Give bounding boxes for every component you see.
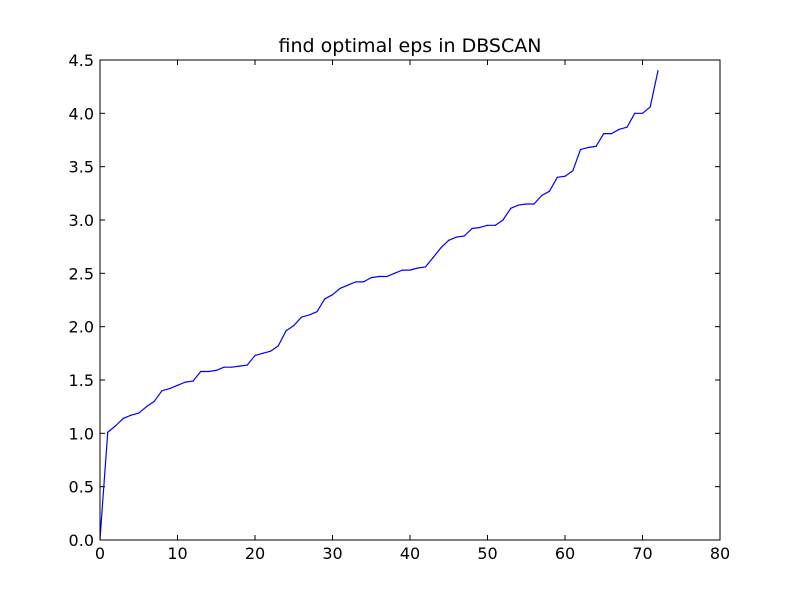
data-point xyxy=(517,204,520,206)
chart-title: find optimal eps in DBSCAN xyxy=(279,35,542,57)
data-point xyxy=(161,390,163,392)
x-tick-label: 0 xyxy=(95,544,105,563)
data-point xyxy=(130,414,132,416)
data-point xyxy=(238,365,241,367)
data-point xyxy=(595,145,597,147)
data-point xyxy=(153,400,155,402)
data-point xyxy=(293,325,295,327)
data-point xyxy=(262,352,264,354)
data-point xyxy=(285,330,287,332)
data-point xyxy=(308,314,310,316)
data-point xyxy=(331,294,334,296)
data-point xyxy=(339,287,341,289)
data-point xyxy=(634,112,636,114)
x-tick-label: 80 xyxy=(710,544,730,563)
y-tick-label: 1.5 xyxy=(69,371,94,390)
y-tick-label: 2.5 xyxy=(69,264,94,283)
x-tick-label: 20 xyxy=(245,544,265,563)
data-point xyxy=(223,366,225,368)
data-point xyxy=(494,224,496,226)
data-point xyxy=(610,133,613,135)
data-point xyxy=(463,235,465,237)
data-point xyxy=(626,126,628,128)
data-point xyxy=(192,380,194,382)
data-point xyxy=(324,298,326,300)
data-point xyxy=(657,70,659,72)
data-point xyxy=(424,266,427,268)
data-point xyxy=(564,175,566,177)
data-point xyxy=(579,149,582,151)
data-point xyxy=(231,366,233,368)
x-tick-label: 70 xyxy=(632,544,652,563)
data-point xyxy=(355,281,357,283)
x-tick-label: 40 xyxy=(400,544,420,563)
data-point xyxy=(107,431,109,433)
data-point xyxy=(486,224,489,226)
data-point xyxy=(378,275,380,278)
data-point xyxy=(254,354,256,357)
data-point xyxy=(533,203,535,205)
data-point xyxy=(145,406,148,408)
data-point xyxy=(649,106,651,108)
series-layer xyxy=(99,70,659,540)
data-point xyxy=(393,272,396,274)
data-point xyxy=(269,350,272,352)
data-point xyxy=(277,345,279,347)
data-point xyxy=(386,275,388,278)
data-point xyxy=(541,194,543,197)
y-tick-label: 0.0 xyxy=(69,531,94,550)
data-point xyxy=(114,425,117,427)
data-point xyxy=(401,269,403,271)
x-tick-label: 50 xyxy=(477,544,497,563)
y-tick-label: 0.5 xyxy=(69,478,94,497)
data-point xyxy=(200,370,202,373)
x-tick-label: 60 xyxy=(555,544,575,563)
y-tick-label: 3.0 xyxy=(69,211,94,230)
data-point xyxy=(556,176,558,178)
data-point xyxy=(440,247,442,249)
data-point xyxy=(502,219,504,221)
data-point xyxy=(169,387,171,390)
ticks-layer: 0 10 20 30 40 50 60 70 80 0.0 0.5 1.0 1.5 2.0 2.5 3.0 3.… xyxy=(69,51,731,563)
y-tick-label: 4.0 xyxy=(69,104,94,123)
x-tick-label: 10 xyxy=(167,544,187,563)
data-point xyxy=(525,203,527,205)
data-point xyxy=(587,146,589,149)
data-point xyxy=(316,311,318,313)
data-point xyxy=(122,417,124,419)
data-point xyxy=(138,412,140,414)
y-tick-label: 2.0 xyxy=(69,318,94,337)
data-point xyxy=(448,239,450,241)
data-point xyxy=(603,133,605,135)
data-point xyxy=(471,227,473,230)
data-point xyxy=(362,281,365,283)
data-point xyxy=(479,226,481,229)
data-point xyxy=(370,277,372,279)
data-point xyxy=(409,269,411,271)
data-point xyxy=(432,256,434,258)
plot-frame xyxy=(99,59,721,541)
data-point xyxy=(548,190,551,192)
data-point xyxy=(455,236,458,238)
data-point xyxy=(347,284,349,286)
data-point xyxy=(417,267,419,269)
y-tick-label: 1.0 xyxy=(69,424,94,443)
y-tick-label: 3.5 xyxy=(69,158,94,177)
data-point xyxy=(176,384,179,386)
data-point xyxy=(300,316,303,318)
x-tick-label: 30 xyxy=(322,544,342,563)
data-point xyxy=(572,170,574,172)
y-tick-label: 4.5 xyxy=(69,51,94,70)
data-point xyxy=(207,370,210,373)
data-point xyxy=(510,207,512,209)
data-point xyxy=(641,112,644,114)
data-point xyxy=(618,128,620,130)
data-point xyxy=(184,381,186,383)
data-point xyxy=(246,364,248,366)
plot-area xyxy=(100,60,720,540)
data-point xyxy=(215,369,217,371)
